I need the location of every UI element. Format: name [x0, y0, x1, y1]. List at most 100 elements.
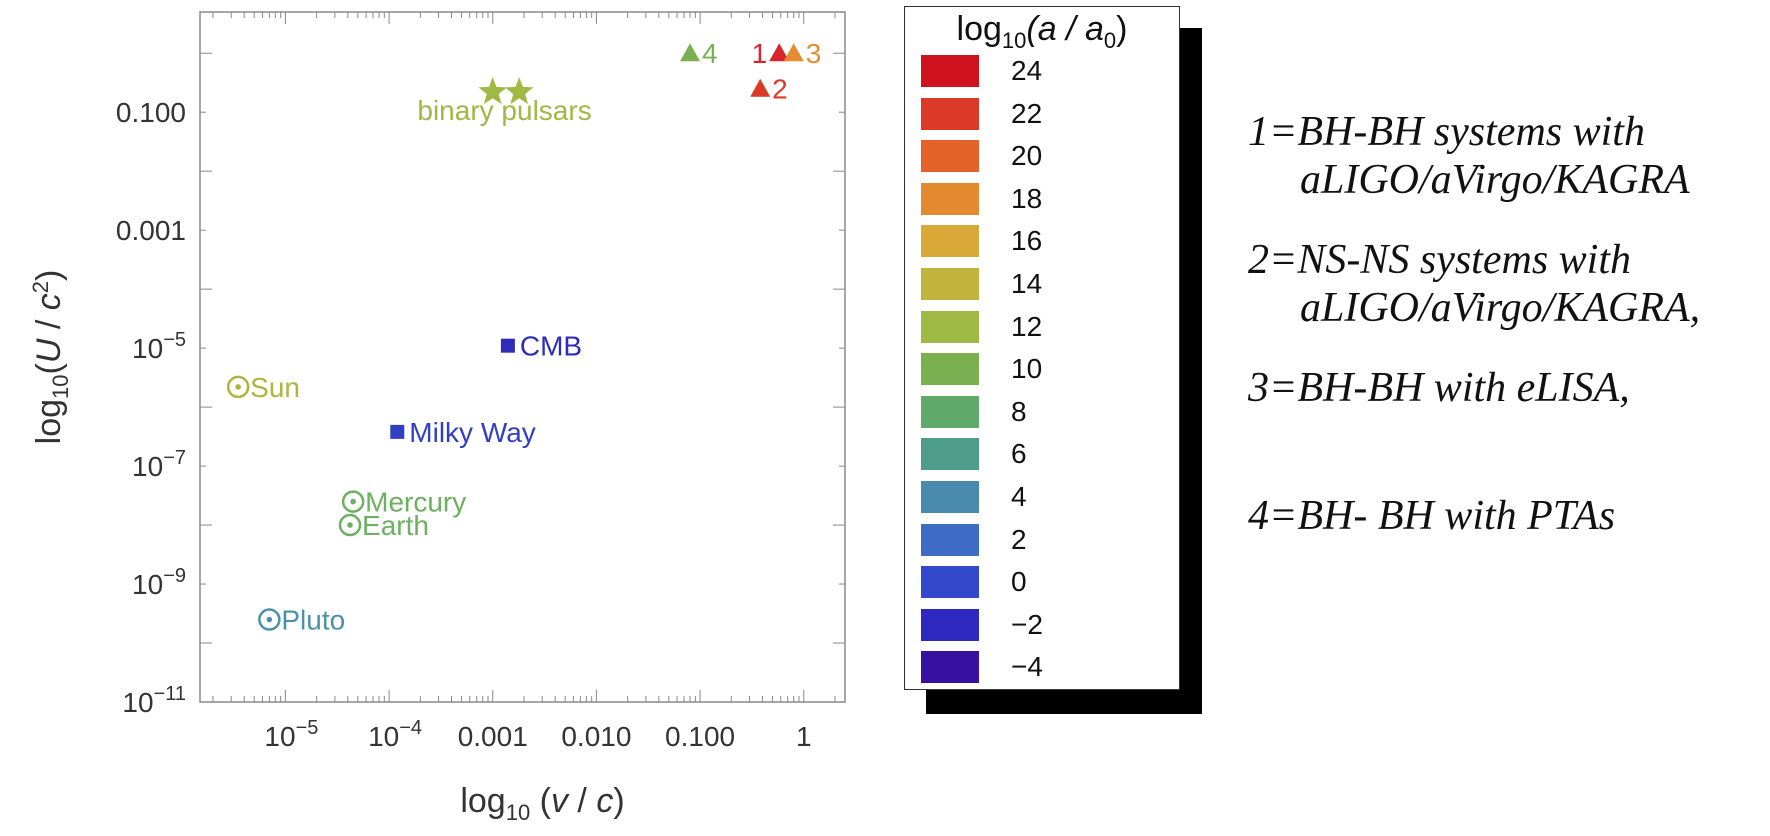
note-item: 3=BH-BH with eLISA, — [1248, 364, 1630, 412]
y-tick-label: 10−9 — [132, 565, 186, 600]
binary-pulsar-star — [478, 77, 507, 105]
legend-swatch — [921, 268, 979, 300]
legend-row: 18 — [921, 181, 1161, 217]
y-tick-label: 10−5 — [132, 329, 186, 364]
cmb-label: CMB — [520, 331, 582, 362]
y-tick-label: 0.100 — [116, 97, 186, 128]
legend-swatch — [921, 182, 979, 215]
legend-swatch — [921, 481, 979, 513]
legend-swatch — [921, 97, 979, 130]
legend-row: 8 — [921, 394, 1161, 430]
legend-row: 10 — [921, 351, 1161, 387]
scatter-plot: 10−5 10−4 0.001 0.010 0.100 1 0.100 0.001 10−5 10… — [28, 11, 846, 825]
note-item: 2=NS-NS systems with aLIGO/aVirgo/KAGRA, — [1248, 236, 1700, 332]
legend-row: 4 — [921, 479, 1161, 515]
legend-swatch — [921, 608, 979, 641]
3-marker — [783, 43, 804, 62]
legend-swatch — [921, 651, 979, 684]
cmb-marker — [500, 338, 515, 353]
legend-value: 20 — [1011, 140, 1043, 172]
legend-swatch — [921, 55, 979, 87]
sun-marker-dot — [235, 384, 241, 390]
legend-row: 14 — [921, 266, 1161, 302]
legend-value: 24 — [1011, 55, 1043, 86]
legend-title: log10(a / a0) — [956, 10, 1128, 53]
mercury-label: Mercury — [365, 487, 466, 518]
color-legend: log10(a / a0) 24 22 20 18 16 14 12 10 8 6 4 2 0 −2 −4 — [904, 6, 1180, 690]
x-tick-label: 0.010 — [561, 721, 631, 752]
mercury-marker — [341, 490, 365, 513]
legend-value: 4 — [1011, 481, 1027, 512]
legend-row: −4 — [921, 649, 1161, 685]
note-line: 1=BH-BH systems with — [1248, 109, 1645, 155]
1-marker — [769, 43, 790, 62]
pluto-marker-dot — [266, 616, 273, 623]
earth-marker — [338, 513, 362, 537]
legend-row: 12 — [921, 309, 1161, 345]
y-tick-label: 10−11 — [122, 683, 186, 718]
legend-swatch — [921, 523, 979, 556]
legend-value: 14 — [1011, 268, 1043, 299]
legend-value: 16 — [1011, 225, 1043, 257]
mercury-marker-dot — [350, 498, 356, 505]
4-label: 4 — [702, 38, 718, 69]
2-label: 2 — [772, 74, 788, 105]
legend-swatch — [921, 438, 979, 471]
legend-swatch — [921, 140, 979, 173]
legend-row: 20 — [921, 138, 1161, 174]
legend-row: 24 — [921, 53, 1161, 89]
legend-row: −2 — [921, 607, 1161, 643]
1-label: 1 — [752, 38, 768, 69]
note-line-continued: aLIGO/aVirgo/KAGRA, — [1300, 285, 1701, 331]
pluto-label: Pluto — [281, 605, 345, 636]
legend-value: 18 — [1011, 182, 1043, 214]
legend-swatch — [921, 310, 979, 343]
sun-marker — [226, 375, 250, 399]
pluto-marker — [258, 608, 281, 631]
legend-swatch — [921, 566, 979, 599]
note-line: 3=BH-BH with eLISA, — [1248, 365, 1630, 411]
legend-row: 2 — [921, 522, 1161, 558]
legend-value: 10 — [1011, 353, 1043, 385]
earth-label: Earth — [362, 510, 429, 541]
legend-swatch — [921, 225, 979, 258]
plot-frame — [199, 11, 846, 703]
note-item: 1=BH-BH systems with aLIGO/aVirgo/KAGRA — [1248, 108, 1690, 204]
note-line: 2=NS-NS systems with — [1248, 237, 1632, 283]
legend-swatch — [921, 395, 979, 428]
legend-value: −4 — [1011, 651, 1043, 683]
x-tick-label: 0.100 — [665, 721, 735, 752]
x-axis-label: log10 (v / c) — [460, 782, 624, 825]
y-tick-label: 0.001 — [116, 215, 186, 246]
legend-row: 6 — [921, 436, 1161, 472]
annotation-binary-pulsars: binary pulsars — [417, 95, 591, 126]
x-tick-label: 10−4 — [368, 717, 422, 752]
note-line-continued: aLIGO/aVirgo/KAGRA — [1300, 157, 1690, 203]
legend-value: 2 — [1011, 523, 1027, 555]
legend-value: 6 — [1011, 438, 1027, 470]
4-marker — [680, 43, 701, 62]
sun-label: Sun — [250, 372, 300, 403]
legend-value: 0 — [1011, 566, 1027, 598]
note-line: 4=BH- BH with PTAs — [1248, 493, 1616, 539]
x-tick-label: 1 — [796, 721, 812, 752]
legend-value: 8 — [1011, 395, 1027, 427]
legend-value: −2 — [1011, 608, 1043, 640]
2-marker — [750, 78, 771, 97]
earth-marker-dot — [347, 522, 353, 528]
legend-value: 12 — [1011, 310, 1043, 342]
milky-way-marker — [390, 424, 405, 439]
3-label: 3 — [806, 38, 822, 69]
y-tick-label: 10−7 — [132, 447, 186, 482]
legend-row: 0 — [921, 564, 1161, 600]
x-tick-label: 0.001 — [458, 721, 528, 752]
y-axis-label: log10(U / c2) — [28, 270, 73, 445]
milky-way-label: Milky Way — [409, 417, 536, 448]
note-item: 4=BH- BH with PTAs — [1248, 492, 1615, 540]
x-tick-label: 10−5 — [264, 717, 318, 752]
legend-swatch — [921, 353, 979, 386]
legend-row: 22 — [921, 96, 1161, 132]
legend-value: 22 — [1011, 97, 1043, 129]
binary-pulsar-star — [504, 77, 534, 105]
legend-row: 16 — [921, 223, 1161, 259]
